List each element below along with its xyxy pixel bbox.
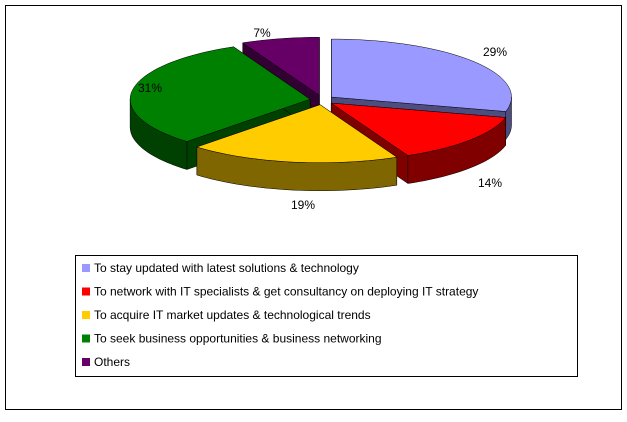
legend-label: To seek business opportunities & busines… xyxy=(94,332,382,346)
legend-label: To acquire IT market updates & technolog… xyxy=(94,308,371,322)
legend-swatch xyxy=(82,334,90,343)
slice xyxy=(196,104,398,163)
data-label: 31% xyxy=(138,81,162,95)
labels: 29% 14% 19% 31% 7% xyxy=(138,26,507,212)
data-label: 19% xyxy=(291,198,315,212)
legend-swatch xyxy=(82,287,90,296)
slice xyxy=(331,38,512,112)
data-label: 14% xyxy=(478,176,502,190)
legend-label: To network with IT specialists & get con… xyxy=(94,285,478,299)
data-label: 29% xyxy=(483,45,507,59)
pie xyxy=(129,37,512,191)
legend-swatch xyxy=(82,264,90,272)
data-label: 7% xyxy=(253,26,271,40)
slice xyxy=(129,46,311,142)
legend-label: Others xyxy=(94,355,130,369)
slice xyxy=(330,102,507,156)
legend-label: To stay updated with latest solutions & … xyxy=(94,261,359,275)
legend: To stay updated with latest solutions & … xyxy=(82,261,478,369)
legend-swatch xyxy=(82,311,90,319)
legend-box xyxy=(75,255,578,377)
slice xyxy=(242,37,320,96)
legend-swatch xyxy=(82,358,90,366)
